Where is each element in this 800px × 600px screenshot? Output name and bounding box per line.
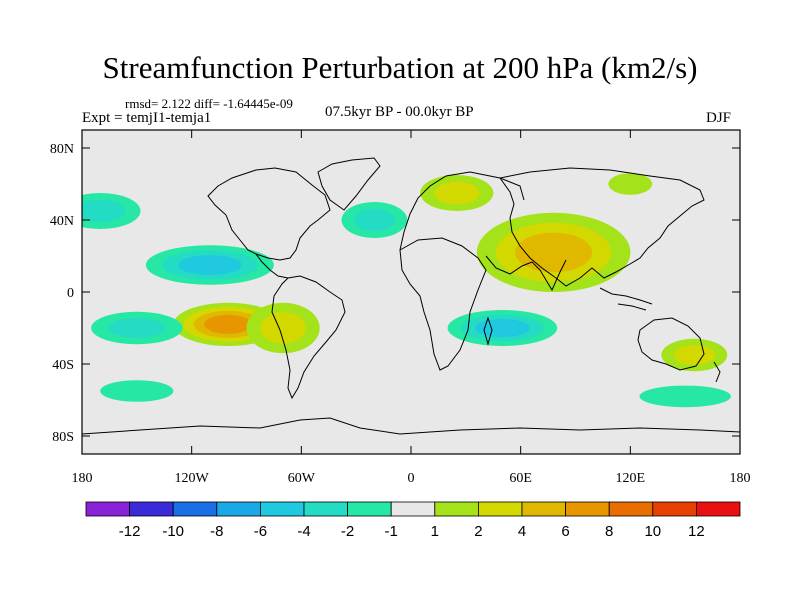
field-level-aus-high-1: [673, 344, 715, 366]
coast-asia: [499, 167, 705, 287]
x-tick-label-0: 180: [72, 471, 93, 486]
stats-text: rmsd= 2.122 diff= -1.64445e-09: [125, 96, 293, 111]
coast-arabia-india: [485, 255, 567, 292]
colorbar-label-1: -10: [162, 523, 184, 540]
x-tick-label-4: 60E: [509, 471, 532, 486]
y-tick-label-3: 40S: [52, 358, 74, 373]
coast-europe: [399, 171, 525, 251]
field-south-asia-ring: [476, 212, 631, 292]
colorbar-label-6: -1: [385, 523, 398, 540]
colorbar-box-14: [696, 501, 741, 517]
field-europe-high: [420, 175, 494, 211]
colorbar-label-2: -8: [210, 523, 223, 540]
field-south-america-lobe: [246, 302, 320, 354]
colorbar-label-3: -6: [254, 523, 267, 540]
y-tick-label-2: 0: [67, 286, 74, 301]
colorbar-box-6: [347, 501, 392, 517]
colorbar-label-10: 6: [561, 523, 569, 540]
colorbar-box-9: [477, 501, 523, 517]
field-level-ne-pacific-high-0: [608, 173, 653, 195]
field-level-se-pacific-high-3: [204, 314, 253, 334]
x-tick-label-6: 180: [730, 471, 751, 486]
colorbar-box-10: [521, 501, 566, 517]
field-level-north-atlantic-low-1: [353, 208, 395, 232]
colorbar: -12 -10 -8 -6 -4 -2 -1 1 2 4 6 8 10 12: [85, 501, 741, 540]
colorbar-box-8: [434, 501, 479, 517]
x-axis: 180 120W 60W 0 60E 120E 180: [72, 130, 751, 486]
y-tick-label-0: 80N: [50, 142, 74, 157]
colorbar-box-4: [259, 501, 305, 517]
experiment-text: Expt = temjI1-temja1: [82, 110, 212, 126]
colorbar-box-0: [85, 501, 130, 517]
coast-indonesia: [599, 287, 653, 311]
coast-antarctica: [82, 417, 740, 435]
colorbar-label-5: -2: [341, 523, 354, 540]
coast-australia: [637, 317, 705, 371]
field-level-europe-high-1: [433, 181, 480, 205]
field-level-equatorial-atlantic-low-2: [177, 255, 242, 275]
colorbar-box-3: [216, 501, 261, 517]
colorbar-label-13: 12: [688, 523, 705, 540]
field-south-africa-low: [447, 310, 558, 346]
field-southern-band-west: [100, 380, 174, 402]
colorbar-box-11: [565, 501, 610, 517]
colorbar-box-5: [303, 501, 348, 517]
field-ne-pacific-high: [608, 173, 653, 195]
season-text: DJF: [706, 110, 732, 126]
coast-north-america: [207, 167, 331, 261]
field-southern-band-east: [639, 385, 731, 408]
field-north-pacific-low: [82, 193, 141, 229]
colorbar-box-1: [129, 501, 174, 517]
coast-greenland: [317, 157, 381, 211]
period-text: 07.5kyr BP - 00.0kyr BP: [325, 104, 474, 120]
field-level-south-pacific-low-1: [108, 317, 166, 339]
coast-new-zealand: [713, 361, 721, 383]
coast-south-america: [271, 275, 346, 400]
colorbar-label-12: 10: [644, 523, 661, 540]
x-tick-label-3: 0: [408, 471, 415, 486]
coast-madagascar: [483, 316, 493, 346]
field-level-southern-band-east-0: [639, 385, 731, 408]
colorbar-label-9: 4: [518, 523, 526, 540]
colorbar-label-11: 8: [605, 523, 613, 540]
field-south-pacific-low: [91, 311, 183, 345]
colorbar-box-2: [172, 501, 218, 517]
coast-central-america: [255, 253, 289, 279]
field-north-atlantic-low: [341, 202, 408, 238]
y-axis: 80N 40N 0 40S 80S: [50, 142, 740, 445]
field-level-south-america-lobe-1: [260, 312, 306, 344]
field-level-north-pacific-low-1: [82, 199, 126, 223]
chart-title: Streamfunction Perturbation at 200 hPa (…: [102, 50, 698, 85]
colorbar-label-7: 1: [431, 523, 439, 540]
colorbar-label-0: -12: [119, 523, 141, 540]
colorbar-label-4: -4: [297, 523, 310, 540]
colorbar-box-13: [652, 501, 697, 517]
x-tick-label-5: 120E: [616, 471, 646, 486]
x-tick-label-1: 120W: [175, 471, 210, 486]
colorbar-box-7: [390, 501, 436, 517]
y-tick-label-4: 80S: [52, 430, 74, 445]
colorbar-label-8: 2: [474, 523, 482, 540]
y-tick-label-1: 40N: [50, 214, 74, 229]
field-aus-high: [661, 338, 728, 372]
field-level-southern-band-west-0: [100, 380, 174, 402]
coastlines: [82, 157, 740, 435]
coast-africa: [399, 237, 487, 371]
field-level-south-asia-ring-2: [515, 232, 592, 273]
field-level-south-africa-low-2: [475, 319, 530, 337]
x-tick-label-2: 60W: [288, 471, 316, 486]
field-equatorial-atlantic-low: [145, 245, 274, 285]
colorbar-box-12: [608, 501, 654, 517]
